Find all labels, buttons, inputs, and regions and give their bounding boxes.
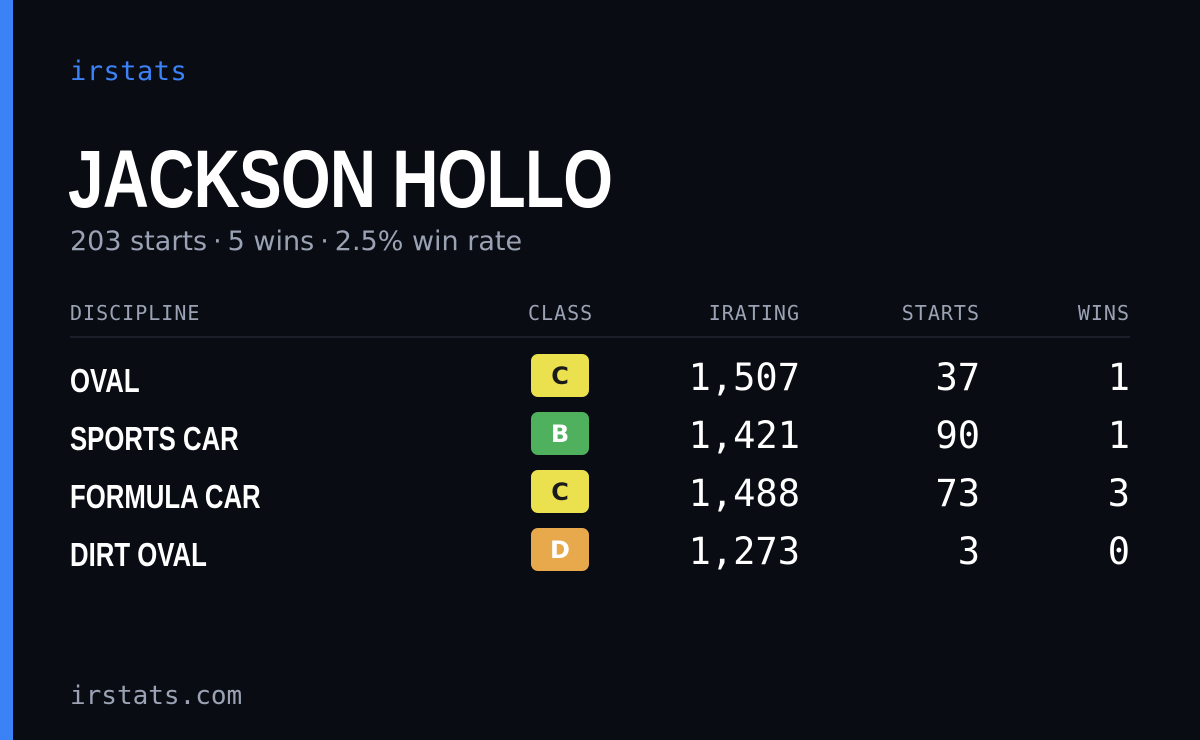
row-starts: 73 (935, 472, 980, 515)
row-starts: 90 (935, 414, 980, 457)
class-badge: D (531, 528, 589, 571)
summary-win-rate: 2.5% win rate (334, 226, 523, 257)
class-badge: C (531, 470, 589, 513)
header-irating: IRATING (708, 301, 800, 325)
row-discipline: SPORTS CAR (70, 420, 239, 457)
row-wins: 1 (1107, 414, 1130, 457)
row-discipline: DIRT OVAL (70, 536, 207, 573)
row-irating: 1,507 (688, 356, 800, 399)
footer-url: irstats.com (70, 681, 243, 711)
header-discipline: DISCIPLINE (70, 301, 201, 325)
summary-wins: 5 wins (227, 226, 315, 257)
table-row: FORMULA CAR C 1,488 73 3 (0, 470, 1200, 528)
row-wins: 1 (1107, 356, 1130, 399)
class-badge: C (531, 354, 589, 397)
accent-bar (0, 0, 13, 740)
header-wins: WINS (1077, 301, 1130, 325)
header-divider (70, 336, 1130, 338)
brand-logo-text: irstats (70, 56, 188, 87)
summary-separator: · (320, 226, 329, 257)
row-irating: 1,488 (688, 472, 800, 515)
row-wins: 0 (1107, 530, 1130, 573)
row-starts: 37 (935, 356, 980, 399)
header-starts: STARTS (901, 301, 980, 325)
row-wins: 3 (1107, 472, 1130, 515)
table-row: DIRT OVAL D 1,273 3 0 (0, 528, 1200, 586)
summary-separator: · (213, 226, 222, 257)
summary-starts: 203 starts (70, 226, 208, 257)
row-discipline: FORMULA CAR (70, 478, 261, 515)
class-badge: B (531, 412, 589, 455)
header-class: CLASS (528, 301, 594, 325)
row-discipline: OVAL (70, 362, 140, 399)
row-irating: 1,273 (688, 530, 800, 573)
row-irating: 1,421 (688, 414, 800, 457)
row-starts: 3 (957, 530, 980, 573)
player-name: JACKSON HOLLO (68, 134, 613, 225)
table-row: SPORTS CAR B 1,421 90 1 (0, 412, 1200, 470)
player-summary: 203 starts · 5 wins · 2.5% win rate (70, 226, 522, 257)
table-row: OVAL C 1,507 37 1 (0, 354, 1200, 412)
